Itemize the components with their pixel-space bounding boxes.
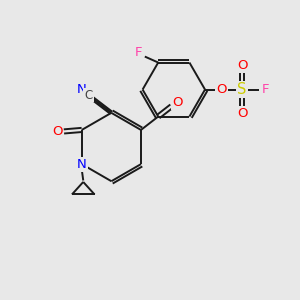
Text: C: C [84,88,93,101]
Text: O: O [237,107,247,120]
Text: O: O [217,83,227,96]
Text: N: N [77,83,86,97]
Text: O: O [52,125,62,138]
Text: N: N [77,158,87,171]
Text: F: F [135,46,142,59]
Text: O: O [237,59,247,72]
Text: O: O [172,96,183,109]
Text: F: F [261,83,269,96]
Text: S: S [238,82,247,97]
